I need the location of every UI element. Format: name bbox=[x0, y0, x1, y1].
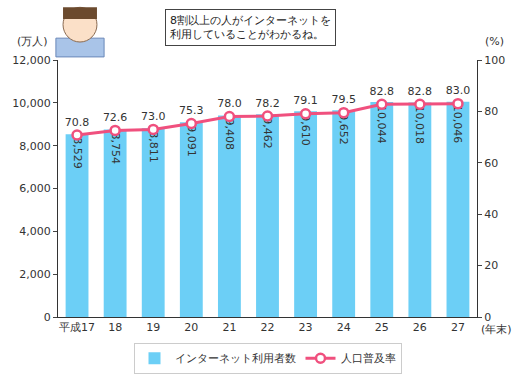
svg-text:78.2: 78.2 bbox=[255, 97, 280, 110]
svg-text:10,044: 10,044 bbox=[375, 105, 388, 144]
svg-text:0: 0 bbox=[484, 311, 491, 324]
svg-text:4,000: 4,000 bbox=[19, 225, 51, 238]
svg-text:9,091: 9,091 bbox=[185, 125, 198, 157]
svg-text:8,811: 8,811 bbox=[147, 131, 160, 163]
svg-text:インターネット利用者数: インターネット利用者数 bbox=[175, 352, 296, 365]
svg-text:人口普及率: 人口普及率 bbox=[341, 352, 396, 365]
svg-text:9,610: 9,610 bbox=[299, 114, 312, 146]
svg-text:18: 18 bbox=[108, 321, 122, 334]
svg-text:60: 60 bbox=[484, 157, 498, 170]
svg-text:79.1: 79.1 bbox=[293, 94, 318, 107]
svg-text:40: 40 bbox=[484, 208, 498, 221]
svg-text:79.5: 79.5 bbox=[331, 93, 356, 106]
svg-text:80: 80 bbox=[484, 105, 498, 118]
svg-text:25: 25 bbox=[375, 321, 389, 334]
svg-text:21: 21 bbox=[222, 321, 236, 334]
svg-text:27: 27 bbox=[451, 321, 465, 334]
svg-text:8,000: 8,000 bbox=[19, 140, 51, 153]
svg-text:9,408: 9,408 bbox=[223, 119, 236, 151]
svg-text:(万人): (万人) bbox=[17, 35, 48, 48]
svg-text:70.8: 70.8 bbox=[65, 116, 90, 129]
svg-text:24: 24 bbox=[337, 321, 351, 334]
svg-text:9,462: 9,462 bbox=[261, 117, 274, 149]
svg-text:78.0: 78.0 bbox=[217, 97, 242, 110]
svg-text:83.0: 83.0 bbox=[446, 84, 471, 97]
svg-text:9,652: 9,652 bbox=[337, 113, 350, 145]
svg-text:22: 22 bbox=[261, 321, 275, 334]
svg-text:2,000: 2,000 bbox=[19, 268, 51, 281]
svg-text:8割以上の人がインターネットを利用していることがわかるね。: 8割以上の人がインターネットを利用していることがわかるね。 bbox=[170, 14, 331, 41]
svg-text:73.0: 73.0 bbox=[141, 110, 166, 123]
svg-text:(%): (%) bbox=[485, 35, 504, 48]
svg-text:19: 19 bbox=[146, 321, 160, 334]
svg-text:平成17: 平成17 bbox=[59, 321, 95, 334]
svg-text:6,000: 6,000 bbox=[19, 182, 51, 195]
svg-text:75.3: 75.3 bbox=[179, 104, 204, 117]
svg-text:12,000: 12,000 bbox=[12, 54, 51, 67]
svg-text:10,046: 10,046 bbox=[451, 105, 464, 144]
svg-text:0: 0 bbox=[44, 311, 51, 324]
svg-text:100: 100 bbox=[484, 54, 505, 67]
svg-text:72.6: 72.6 bbox=[103, 111, 128, 124]
svg-text:8,754: 8,754 bbox=[109, 133, 122, 165]
svg-text:10,000: 10,000 bbox=[12, 97, 51, 110]
svg-text:10,018: 10,018 bbox=[413, 105, 426, 144]
svg-text:20: 20 bbox=[184, 321, 198, 334]
svg-text:20: 20 bbox=[484, 259, 498, 272]
svg-text:(年末): (年末) bbox=[481, 323, 512, 336]
svg-text:82.8: 82.8 bbox=[408, 85, 433, 98]
svg-text:8,529: 8,529 bbox=[71, 137, 84, 169]
svg-text:82.8: 82.8 bbox=[370, 85, 395, 98]
svg-text:26: 26 bbox=[413, 321, 427, 334]
svg-text:23: 23 bbox=[299, 321, 313, 334]
